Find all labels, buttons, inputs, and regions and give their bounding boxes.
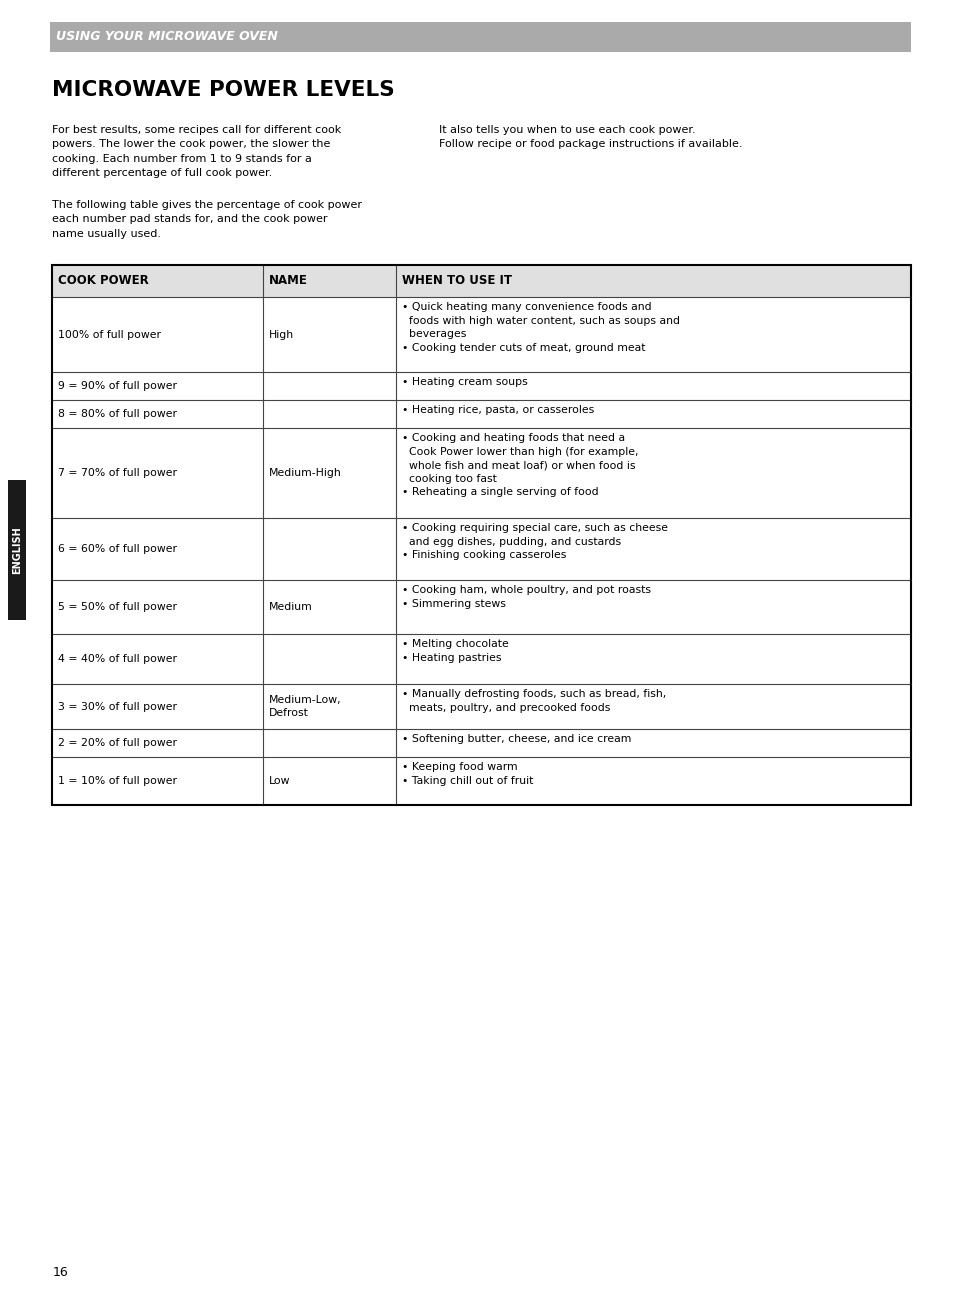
Text: 7 = 70% of full power: 7 = 70% of full power bbox=[58, 468, 177, 478]
Text: • Heating rice, pasta, or casseroles: • Heating rice, pasta, or casseroles bbox=[401, 405, 594, 416]
Text: 2 = 20% of full power: 2 = 20% of full power bbox=[58, 738, 177, 748]
Text: COOK POWER: COOK POWER bbox=[58, 274, 149, 288]
Text: Medium-High: Medium-High bbox=[269, 468, 341, 478]
Text: • Quick heating many convenience foods and
  foods with high water content, such: • Quick heating many convenience foods a… bbox=[401, 302, 679, 353]
Text: Low: Low bbox=[269, 776, 290, 786]
Text: High: High bbox=[269, 329, 294, 340]
Bar bbox=[8, 480, 26, 620]
Text: For best results, some recipes call for different cook
powers. The lower the coo: For best results, some recipes call for … bbox=[52, 125, 341, 178]
Text: 4 = 40% of full power: 4 = 40% of full power bbox=[58, 654, 177, 664]
Text: • Melting chocolate
• Heating pastries: • Melting chocolate • Heating pastries bbox=[401, 639, 508, 663]
Text: 9 = 90% of full power: 9 = 90% of full power bbox=[58, 382, 177, 391]
Text: 1 = 10% of full power: 1 = 10% of full power bbox=[58, 776, 177, 786]
Text: • Cooking requiring special care, such as cheese
  and egg dishes, pudding, and : • Cooking requiring special care, such a… bbox=[401, 523, 667, 561]
Text: 6 = 60% of full power: 6 = 60% of full power bbox=[58, 544, 177, 554]
Text: WHEN TO USE IT: WHEN TO USE IT bbox=[401, 274, 512, 288]
Text: The following table gives the percentage of cook power
each number pad stands fo: The following table gives the percentage… bbox=[52, 200, 362, 239]
Text: 100% of full power: 100% of full power bbox=[58, 329, 161, 340]
Text: USING YOUR MICROWAVE OVEN: USING YOUR MICROWAVE OVEN bbox=[56, 30, 278, 43]
Bar bbox=[52, 265, 910, 297]
Text: 16: 16 bbox=[52, 1266, 69, 1280]
Text: Medium-Low,
Defrost: Medium-Low, Defrost bbox=[269, 695, 341, 718]
Text: 3 = 30% of full power: 3 = 30% of full power bbox=[58, 702, 177, 711]
Bar bbox=[51, 22, 910, 52]
Text: Medium: Medium bbox=[269, 603, 313, 612]
Text: • Manually defrosting foods, such as bread, fish,
  meats, poultry, and precooke: • Manually defrosting foods, such as bre… bbox=[401, 689, 665, 712]
Text: • Heating cream soups: • Heating cream soups bbox=[401, 376, 527, 387]
Text: It also tells you when to use each cook power.
Follow recipe or food package ins: It also tells you when to use each cook … bbox=[438, 125, 741, 149]
Text: • Cooking ham, whole poultry, and pot roasts
• Simmering stews: • Cooking ham, whole poultry, and pot ro… bbox=[401, 586, 650, 609]
Text: • Keeping food warm
• Taking chill out of fruit: • Keeping food warm • Taking chill out o… bbox=[401, 762, 533, 786]
Text: 5 = 50% of full power: 5 = 50% of full power bbox=[58, 603, 177, 612]
Text: 8 = 80% of full power: 8 = 80% of full power bbox=[58, 409, 177, 420]
Text: MICROWAVE POWER LEVELS: MICROWAVE POWER LEVELS bbox=[52, 80, 395, 101]
Text: ENGLISH: ENGLISH bbox=[12, 527, 22, 574]
Bar bbox=[52, 265, 910, 805]
Text: • Cooking and heating foods that need a
  Cook Power lower than high (for exampl: • Cooking and heating foods that need a … bbox=[401, 433, 638, 498]
Text: NAME: NAME bbox=[269, 274, 308, 288]
Text: • Softening butter, cheese, and ice cream: • Softening butter, cheese, and ice crea… bbox=[401, 735, 631, 744]
